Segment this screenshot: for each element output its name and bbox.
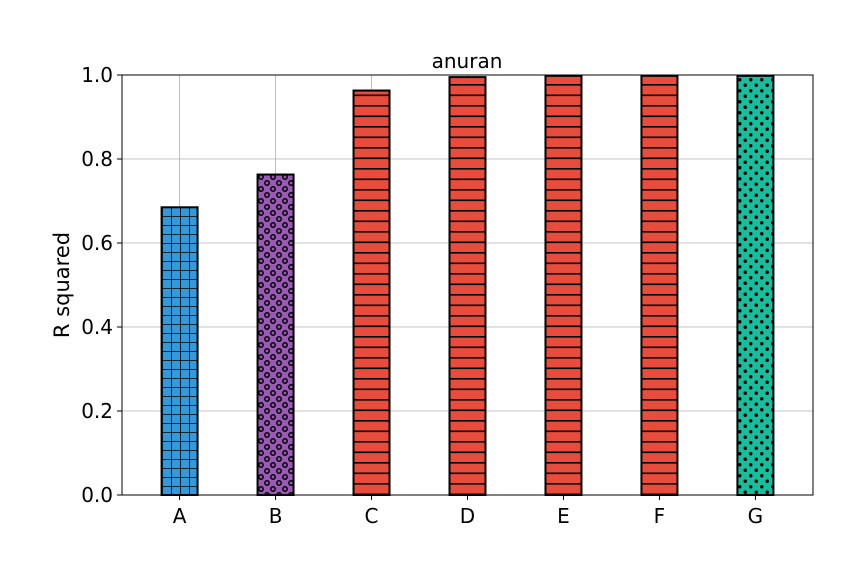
x-tick-label: G xyxy=(748,504,764,528)
x-tick-label: A xyxy=(173,504,187,528)
y-tick-label: 1.0 xyxy=(81,63,113,87)
bar-D xyxy=(448,76,487,496)
x-tick-label: F xyxy=(654,504,666,528)
x-tick-label: D xyxy=(460,504,475,528)
bar-B xyxy=(256,173,295,496)
bar-G xyxy=(736,74,775,496)
x-tick-label: B xyxy=(269,504,283,528)
bar-F xyxy=(640,74,679,496)
bar-A xyxy=(160,206,199,497)
y-tick-label: 0.4 xyxy=(81,315,113,339)
bar-C xyxy=(352,89,391,496)
chart-title: anuran xyxy=(432,49,503,73)
y-tick-label: 0.2 xyxy=(81,399,113,423)
y-tick-label: 0.0 xyxy=(81,483,113,507)
bar-E xyxy=(544,74,583,496)
y-tick-label: 0.6 xyxy=(81,231,113,255)
x-tick-label: C xyxy=(365,504,379,528)
x-tick-label: E xyxy=(557,504,570,528)
y-tick-label: 0.8 xyxy=(81,147,113,171)
y-axis-label: R squared xyxy=(50,232,74,338)
